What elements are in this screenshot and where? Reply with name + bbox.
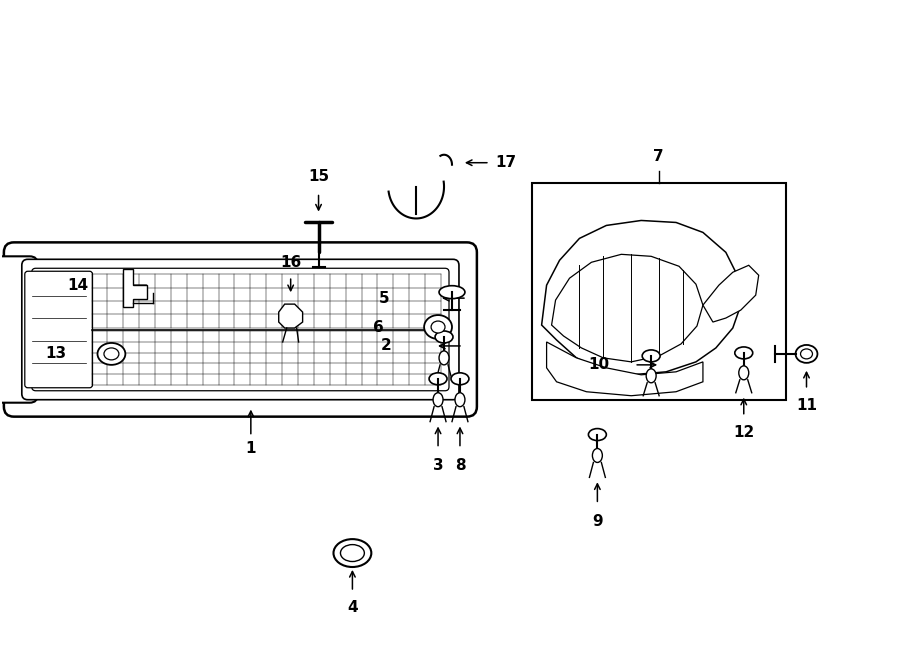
Polygon shape [542, 220, 741, 375]
Text: 3: 3 [433, 458, 444, 473]
Ellipse shape [104, 348, 119, 360]
Ellipse shape [451, 373, 469, 385]
Polygon shape [552, 254, 703, 362]
Text: 13: 13 [45, 346, 67, 361]
Text: 9: 9 [592, 514, 603, 529]
Ellipse shape [340, 545, 364, 561]
Ellipse shape [643, 350, 660, 362]
FancyBboxPatch shape [4, 242, 477, 416]
Text: 17: 17 [495, 155, 517, 170]
Ellipse shape [734, 347, 752, 359]
FancyBboxPatch shape [0, 256, 38, 402]
Ellipse shape [424, 315, 452, 339]
Polygon shape [123, 269, 148, 307]
Text: 6: 6 [373, 320, 383, 334]
Text: 1: 1 [246, 441, 256, 456]
Ellipse shape [435, 331, 453, 343]
Polygon shape [546, 342, 703, 396]
Text: 14: 14 [67, 277, 88, 293]
FancyBboxPatch shape [25, 271, 93, 388]
Text: 8: 8 [454, 458, 465, 473]
Ellipse shape [800, 349, 813, 359]
Text: 10: 10 [589, 357, 610, 372]
Text: 2: 2 [381, 338, 392, 354]
Ellipse shape [646, 369, 656, 383]
Ellipse shape [97, 343, 125, 365]
FancyBboxPatch shape [22, 260, 459, 400]
Text: 5: 5 [379, 291, 390, 306]
Bar [532, 183, 786, 400]
Ellipse shape [796, 345, 817, 363]
Text: 12: 12 [734, 425, 754, 440]
Text: 15: 15 [308, 169, 329, 184]
Text: 11: 11 [796, 398, 817, 413]
Polygon shape [279, 304, 302, 328]
Ellipse shape [439, 351, 449, 365]
Text: 16: 16 [280, 255, 302, 270]
Ellipse shape [589, 428, 607, 440]
Ellipse shape [429, 373, 447, 385]
Text: 7: 7 [653, 149, 664, 164]
Ellipse shape [433, 393, 443, 406]
Ellipse shape [439, 286, 465, 299]
Polygon shape [703, 265, 759, 322]
Ellipse shape [739, 366, 749, 380]
FancyBboxPatch shape [32, 268, 449, 391]
Ellipse shape [431, 321, 445, 333]
Text: 4: 4 [347, 600, 357, 616]
Ellipse shape [455, 393, 465, 406]
Ellipse shape [592, 448, 602, 463]
Ellipse shape [334, 539, 372, 567]
